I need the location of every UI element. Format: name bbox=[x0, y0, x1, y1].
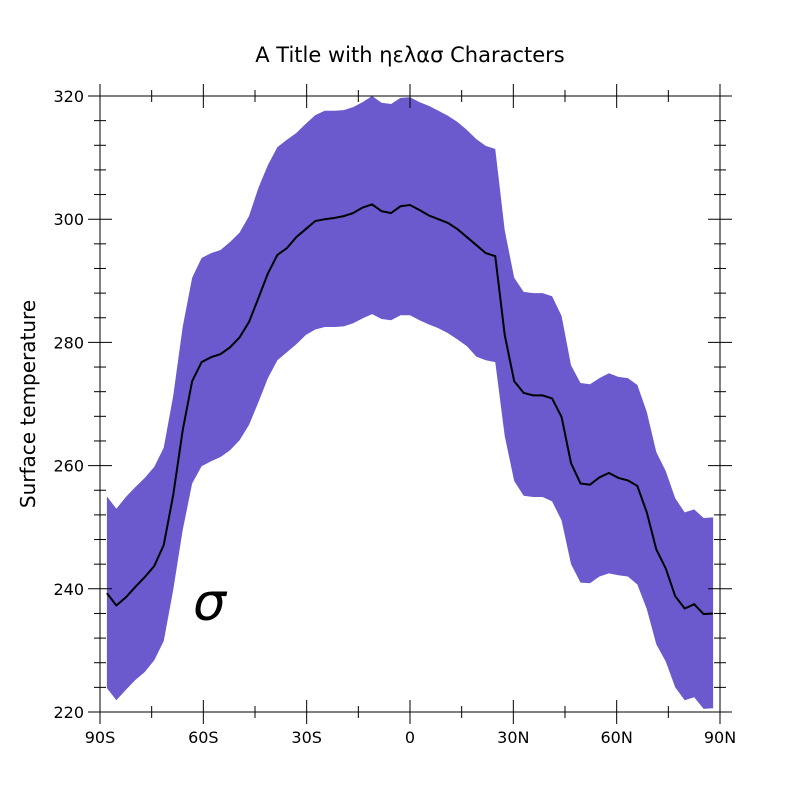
x-tick-label: 60S bbox=[188, 728, 219, 747]
x-tick-label: 30S bbox=[291, 728, 322, 747]
mean-line bbox=[106, 203, 714, 616]
x-tick-label: 90S bbox=[85, 728, 116, 747]
y-tick-label: 300 bbox=[53, 210, 84, 229]
y-tick-label: 280 bbox=[53, 333, 84, 352]
x-tick-label: 0 bbox=[405, 728, 415, 747]
band-area bbox=[106, 96, 714, 709]
annotation: σ bbox=[193, 573, 228, 633]
y-tick-label: 260 bbox=[53, 457, 84, 476]
y-tick-label: 220 bbox=[53, 703, 84, 722]
chart-title: A Title with ηελασ Characters bbox=[255, 43, 564, 67]
y-tick-label: 320 bbox=[53, 87, 84, 106]
y-tick-label: 240 bbox=[53, 580, 84, 599]
y-axis-label: Surface temperature bbox=[16, 300, 40, 508]
x-tick-label: 60N bbox=[601, 728, 633, 747]
x-tick-label: 90N bbox=[704, 728, 736, 747]
x-tick-label: 30N bbox=[497, 728, 529, 747]
